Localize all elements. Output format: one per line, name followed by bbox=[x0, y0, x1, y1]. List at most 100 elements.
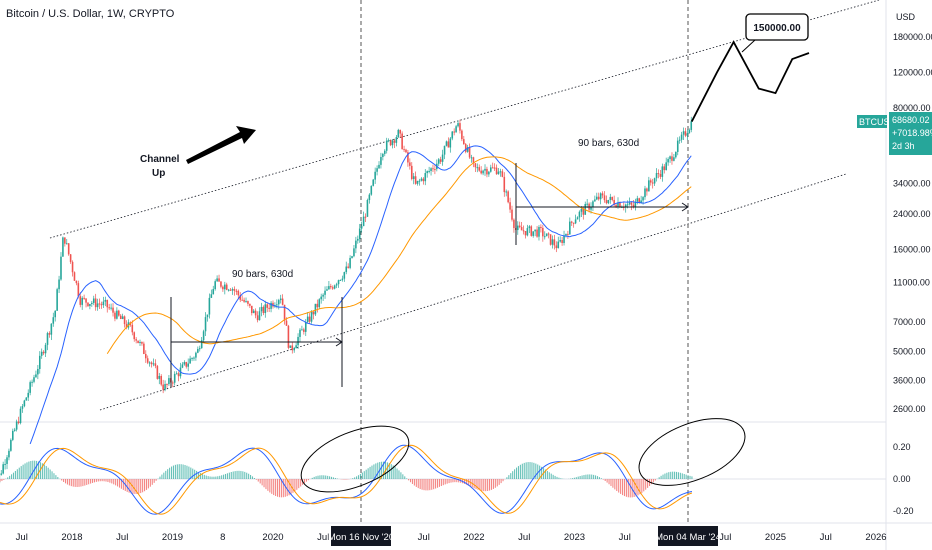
candle bbox=[597, 196, 600, 200]
candle bbox=[410, 165, 413, 179]
candle bbox=[569, 221, 571, 235]
candle bbox=[58, 279, 60, 290]
candle bbox=[676, 140, 679, 152]
candle bbox=[135, 339, 137, 341]
candle bbox=[60, 256, 62, 280]
candle bbox=[195, 352, 197, 358]
candle bbox=[420, 178, 423, 181]
candle bbox=[277, 300, 280, 305]
candle bbox=[216, 278, 218, 282]
candle bbox=[337, 280, 340, 285]
candle bbox=[37, 368, 39, 375]
candle bbox=[357, 238, 359, 241]
candle bbox=[457, 123, 459, 127]
candle bbox=[104, 299, 107, 302]
candle bbox=[391, 140, 394, 146]
candle bbox=[21, 406, 24, 409]
candle bbox=[463, 139, 465, 145]
candle bbox=[412, 176, 415, 179]
candle bbox=[316, 303, 319, 308]
candle bbox=[570, 221, 573, 223]
candle bbox=[262, 306, 265, 314]
candle bbox=[54, 310, 57, 318]
candle bbox=[69, 254, 72, 262]
candle bbox=[542, 227, 544, 237]
candle bbox=[229, 289, 232, 291]
candle bbox=[409, 162, 411, 166]
candle bbox=[308, 316, 311, 322]
candle bbox=[304, 321, 307, 332]
candle bbox=[565, 233, 567, 236]
candle bbox=[648, 180, 650, 192]
candle bbox=[596, 196, 598, 200]
target-label-box bbox=[745, 13, 809, 41]
candle bbox=[44, 344, 47, 354]
price-tick: 180000.00 bbox=[893, 32, 932, 42]
candle bbox=[106, 299, 109, 308]
candle bbox=[592, 201, 594, 207]
candle bbox=[224, 284, 226, 290]
candle bbox=[524, 230, 527, 236]
candle bbox=[520, 227, 523, 231]
candle bbox=[518, 225, 521, 228]
candle bbox=[383, 150, 386, 154]
candle bbox=[100, 304, 103, 306]
candle bbox=[480, 170, 482, 174]
candle bbox=[669, 156, 671, 160]
candle bbox=[353, 248, 355, 257]
chart-title: Bitcoin / U.S. Dollar, 1W, CRYPTO bbox=[6, 8, 175, 20]
candle bbox=[162, 384, 164, 390]
candle bbox=[630, 202, 633, 205]
candle bbox=[266, 304, 269, 308]
candle bbox=[495, 167, 498, 175]
oscillator-layer bbox=[0, 444, 693, 515]
candle bbox=[227, 289, 230, 291]
osc-tick: 0.20 bbox=[893, 442, 911, 452]
candle bbox=[547, 233, 550, 235]
candle bbox=[250, 305, 253, 314]
target-label: 150000.00 bbox=[753, 23, 801, 34]
candle bbox=[326, 289, 328, 291]
candle bbox=[534, 229, 536, 232]
candle bbox=[247, 301, 249, 304]
price-axis[interactable]: 180000.00 120000.00 80000.00 34000.00 24000.… bbox=[893, 32, 932, 414]
candle bbox=[675, 151, 677, 158]
candle bbox=[42, 351, 45, 354]
candle bbox=[686, 133, 689, 136]
candle bbox=[478, 167, 481, 171]
time-tick: 2020 bbox=[262, 532, 283, 543]
candle bbox=[545, 233, 548, 237]
candle bbox=[133, 332, 136, 340]
candle bbox=[112, 307, 114, 313]
candle bbox=[27, 392, 30, 398]
time-axis[interactable]: Jul 2018 Jul 2019 8 2020 Jul Jul 2022 Jul 2023 Jul J… bbox=[16, 532, 887, 543]
candle bbox=[540, 227, 542, 229]
candle bbox=[50, 323, 53, 335]
price-tick: 7000.00 bbox=[893, 317, 926, 327]
candle bbox=[208, 297, 211, 315]
candle bbox=[94, 298, 97, 308]
candle bbox=[358, 228, 361, 239]
candle bbox=[0, 473, 3, 475]
candle bbox=[339, 279, 342, 281]
candle bbox=[33, 377, 35, 382]
candle bbox=[397, 129, 400, 138]
candle bbox=[171, 382, 174, 384]
candle bbox=[35, 374, 37, 378]
candle bbox=[428, 170, 430, 172]
candle bbox=[453, 131, 455, 133]
candle bbox=[594, 199, 596, 202]
candle bbox=[335, 284, 338, 286]
candle bbox=[449, 138, 452, 148]
candle bbox=[634, 201, 637, 207]
candle bbox=[551, 239, 554, 245]
ma-orange-line bbox=[106, 156, 692, 355]
candle bbox=[123, 316, 126, 325]
candle bbox=[407, 152, 409, 163]
candle bbox=[688, 129, 691, 134]
candle bbox=[116, 310, 118, 319]
candle bbox=[306, 316, 309, 322]
candle bbox=[474, 163, 477, 168]
candle bbox=[279, 298, 282, 301]
